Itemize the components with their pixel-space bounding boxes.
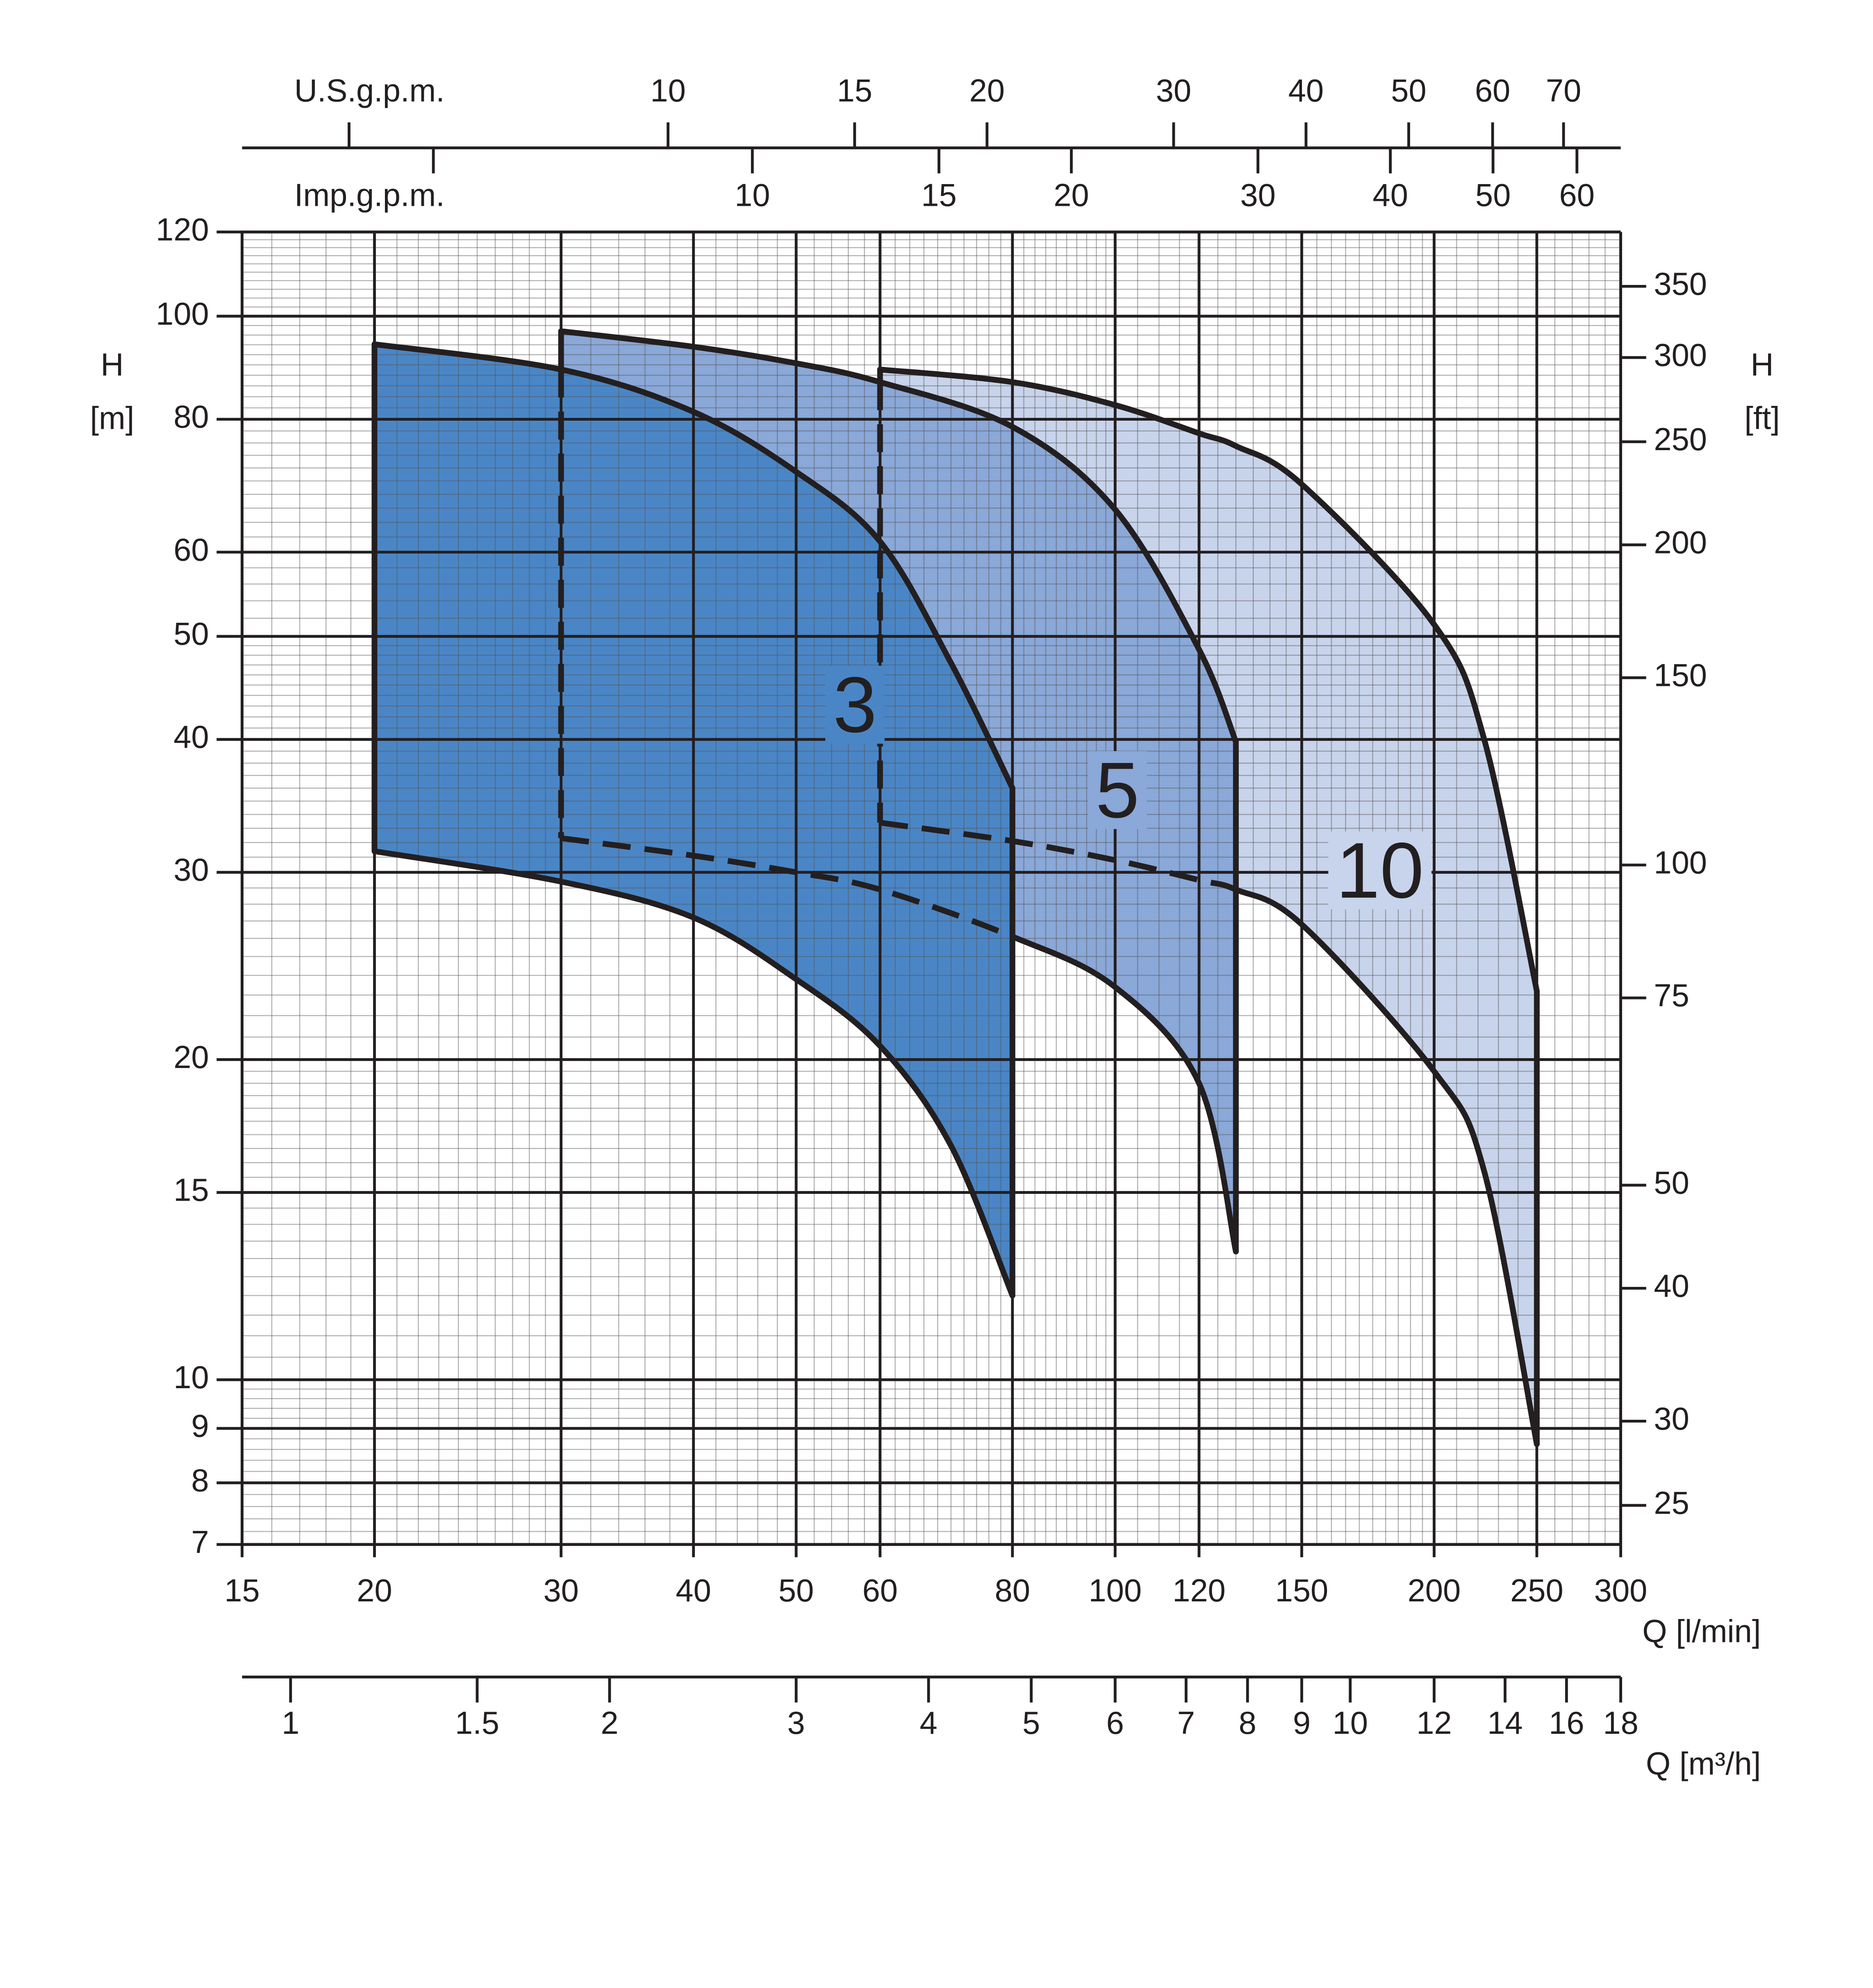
y-axis-unit: [m] <box>90 401 134 436</box>
secondary-tick-label: 5 <box>1022 1706 1040 1741</box>
secondary-tick-label: 14 <box>1487 1706 1523 1741</box>
secondary-tick-label: 1 <box>282 1706 299 1741</box>
secondary-tick-label: 3 <box>787 1706 805 1741</box>
secondary-tick-label: 50 <box>1475 178 1511 213</box>
secondary-tick-label: 30 <box>1156 73 1191 109</box>
label-background <box>1088 751 1147 829</box>
y2-tick-label: 300 <box>1654 338 1707 373</box>
secondary-tick-label: 60 <box>1475 73 1510 109</box>
y-axis-label: H <box>100 347 123 383</box>
secondary-tick-label: 12 <box>1416 1706 1452 1741</box>
x-tick-label: 60 <box>863 1573 898 1608</box>
upper-curve <box>877 367 1540 994</box>
y2-tick-label: 350 <box>1654 266 1707 302</box>
curves: 3 5 10 <box>371 328 1540 1447</box>
imp-gpm-label: Imp.g.p.m. <box>294 178 445 213</box>
y-tick-label: 60 <box>173 532 209 567</box>
secondary-tick-label: 10 <box>1333 1706 1368 1741</box>
secondary-tick-label: 50 <box>1391 73 1426 109</box>
upper-curve <box>558 328 1239 745</box>
x-tick-label: 100 <box>1088 1573 1142 1608</box>
x-tick-label: 15 <box>224 1573 259 1608</box>
x-axis-label: Q [l/min] <box>1642 1614 1761 1649</box>
y2-axis-unit: [ft] <box>1744 401 1780 436</box>
lower-curve <box>879 820 1237 893</box>
x-tick-label: 30 <box>543 1573 578 1608</box>
y-tick-label: 50 <box>173 617 209 652</box>
secondary-tick-label: 40 <box>1372 178 1408 213</box>
upper-curve <box>371 341 1015 791</box>
x-tick-label: 250 <box>1510 1573 1563 1608</box>
y-tick-label: 9 <box>191 1409 209 1444</box>
secondary-tick-label: 10 <box>650 73 685 109</box>
labels: U.S.g.p.m. Imp.g.p.m. H [m] H [ft] Q [l/… <box>90 73 1780 1782</box>
secondary-tick-label: 4 <box>919 1706 937 1741</box>
x-tick-label: 300 <box>1594 1573 1648 1608</box>
y-tick-label: 20 <box>173 1040 209 1075</box>
secondary-tick-label: 7 <box>1177 1706 1195 1741</box>
y-tick-label: 10 <box>173 1360 209 1395</box>
us-gpm-label: U.S.g.p.m. <box>294 73 445 109</box>
x-tick-label: 20 <box>357 1573 392 1608</box>
secondary-tick-label: 15 <box>921 178 956 213</box>
lower-curve <box>1009 934 1239 1255</box>
y2-tick-label: 100 <box>1654 845 1707 880</box>
y2-tick-label: 40 <box>1654 1268 1689 1304</box>
secondary-tick-label: 6 <box>1106 1706 1124 1741</box>
y2-tick-label: 50 <box>1654 1165 1689 1200</box>
x-tick-label: 120 <box>1172 1573 1226 1608</box>
y-tick-label: 40 <box>173 720 209 755</box>
secondary-tick-label: 60 <box>1559 178 1595 213</box>
secondary-tick-label: 30 <box>1240 178 1275 213</box>
y2-tick-label: 25 <box>1654 1485 1689 1521</box>
secondary-tick-label: 16 <box>1549 1706 1584 1741</box>
lower-curve <box>1233 886 1540 1447</box>
m3h-axis-label: Q [m³/h] <box>1646 1747 1761 1782</box>
secondary-tick-label: 15 <box>837 73 872 109</box>
y2-tick-label: 75 <box>1654 978 1689 1013</box>
x-tick-label: 50 <box>778 1573 814 1608</box>
secondary-tick-label: 18 <box>1603 1706 1638 1741</box>
lower-curve <box>560 835 1014 940</box>
secondary-tick-label: 70 <box>1546 73 1581 109</box>
y-tick-label: 100 <box>156 296 209 332</box>
secondary-tick-label: 40 <box>1288 73 1324 109</box>
secondary-tick-label: 8 <box>1239 1706 1256 1741</box>
y2-tick-label: 30 <box>1654 1401 1689 1437</box>
y2-tick-label: 200 <box>1654 525 1707 560</box>
lower-curve <box>371 848 1015 1298</box>
secondary-tick-label: 9 <box>1293 1706 1311 1741</box>
x-tick-label: 80 <box>995 1573 1030 1608</box>
y2-tick-label: 250 <box>1654 422 1707 457</box>
secondary-tick-label: 20 <box>969 73 1005 109</box>
secondary-tick-label: 20 <box>1054 178 1089 213</box>
y2-tick-label: 150 <box>1654 658 1707 693</box>
secondary-tick-label: 10 <box>735 178 770 213</box>
label-background <box>825 665 885 744</box>
y-tick-label: 120 <box>156 212 209 247</box>
secondary-tick-label: 2 <box>601 1706 618 1741</box>
y-tick-label: 15 <box>173 1173 209 1208</box>
y-tick-label: 8 <box>191 1463 209 1498</box>
y-tick-label: 7 <box>191 1525 209 1560</box>
y2-axis-label: H <box>1751 347 1774 383</box>
y-tick-label: 30 <box>173 852 209 888</box>
series-label: 3 <box>833 660 877 749</box>
series-label: 5 <box>1095 746 1139 834</box>
x-tick-label: 150 <box>1275 1573 1329 1608</box>
label-background <box>1328 831 1431 910</box>
secondary-tick-label: 1.5 <box>455 1706 499 1741</box>
y-tick-label: 80 <box>173 399 209 435</box>
series-label: 10 <box>1336 826 1424 914</box>
x-tick-label: 200 <box>1408 1573 1461 1608</box>
x-tick-label: 40 <box>676 1573 711 1608</box>
